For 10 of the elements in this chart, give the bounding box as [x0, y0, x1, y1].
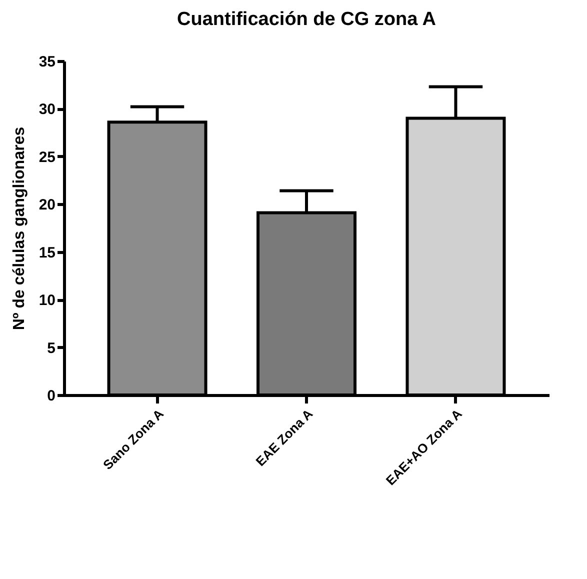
- y-tick-label: 0: [47, 388, 56, 404]
- y-axis-title: Nº de células ganglionares: [10, 126, 28, 330]
- y-tick-label: 15: [38, 244, 56, 262]
- y-tick-label: 30: [38, 101, 56, 118]
- y-tick-label: 35: [38, 54, 56, 70]
- y-tick-label: 20: [38, 196, 56, 214]
- y-tick-label: 5: [47, 340, 56, 357]
- chart-title: Cuantificación de CG zona A: [177, 9, 436, 30]
- y-tick-label: 25: [38, 148, 56, 166]
- y-tick-label: 10: [38, 292, 56, 310]
